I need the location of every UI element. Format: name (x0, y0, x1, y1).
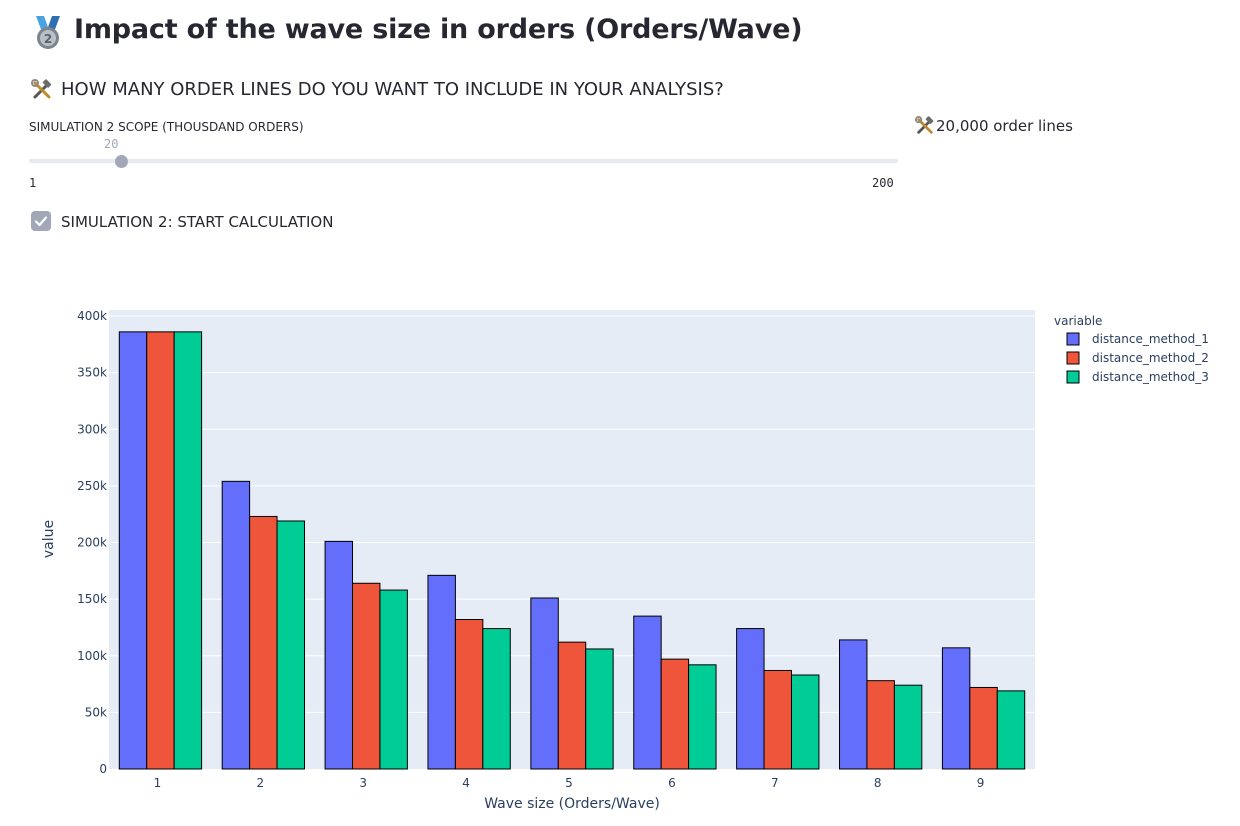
bar-distance-method-2[interactable] (660, 658, 690, 770)
bar-distance-method-3[interactable] (276, 520, 305, 770)
y-tick-label: 100k (77, 649, 107, 663)
bar-distance-method-2[interactable] (352, 582, 381, 770)
scope-slider-track[interactable] (29, 159, 898, 163)
bar-distance-method-3[interactable] (379, 589, 408, 770)
bar-distance-method-3[interactable] (893, 684, 923, 770)
x-tick-label: 8 (874, 776, 882, 790)
bar-distance-method-1[interactable] (427, 574, 456, 770)
legend-item-distance-method-2[interactable]: distance_method_2 (1092, 351, 1209, 365)
y-tick-label: 300k (77, 422, 107, 436)
y-tick-label: 150k (77, 592, 107, 606)
x-tick-label: 7 (771, 776, 779, 790)
bar-distance-method-3[interactable] (790, 674, 820, 770)
y-tick-label: 0 (99, 762, 107, 776)
bar-distance-method-1[interactable] (324, 540, 354, 770)
bar-distance-method-3[interactable] (173, 331, 203, 770)
bar-distance-method-3[interactable] (482, 628, 511, 770)
page-title: Impact of the wave size in orders (Order… (74, 14, 803, 45)
y-axis-title: value (41, 520, 57, 558)
legend-swatch (1066, 351, 1080, 365)
scope-readout: 20,000 order lines (936, 117, 1073, 135)
slider-value: 20 (104, 137, 119, 151)
slider-min: 1 (29, 176, 37, 190)
slider-label: SIMULATION 2 SCOPE (THOUSDAND ORDERS) (29, 120, 304, 134)
bar-distance-method-1[interactable] (530, 597, 559, 770)
bar-distance-method-2[interactable] (454, 619, 484, 770)
bar-distance-method-1[interactable] (839, 639, 868, 770)
bar-distance-method-2[interactable] (146, 331, 175, 770)
hammer-and-wrench-icon (915, 116, 934, 134)
y-tick-label: 50k (85, 705, 107, 719)
x-tick-label: 4 (462, 776, 470, 790)
y-tick-label: 200k (77, 536, 107, 550)
wave-size-bar-chart: 0 50k 100k 150k 200k 250k 300k 350k 400k 1 2 3 4 5 6 7… (41, 309, 1209, 812)
bar-distance-method-2[interactable] (969, 686, 998, 770)
x-tick-label: 5 (565, 776, 573, 790)
scope-slider-thumb[interactable] (115, 155, 129, 168)
bar-distance-method-3[interactable] (585, 648, 614, 770)
bar-distance-method-2[interactable] (763, 669, 792, 770)
x-tick-label: 3 (359, 776, 367, 790)
start-calculation-checkbox[interactable] (31, 211, 51, 231)
legend-swatch (1066, 370, 1080, 384)
bar-distance-method-3[interactable] (688, 664, 717, 770)
x-tick-label: 1 (154, 776, 162, 790)
y-tick-label: 350k (77, 366, 107, 380)
section-heading: HOW MANY ORDER LINES DO YOU WANT TO INCL… (61, 79, 724, 100)
legend-title: variable (1054, 314, 1102, 328)
x-tick-label: 6 (668, 776, 676, 790)
x-tick-label: 2 (257, 776, 265, 790)
bar-distance-method-2[interactable] (249, 515, 278, 770)
bar-distance-method-1[interactable] (118, 331, 148, 770)
bar-distance-method-2[interactable] (866, 680, 895, 770)
svg-text:2: 2 (44, 32, 52, 46)
bar-distance-method-1[interactable] (941, 647, 971, 770)
x-tick-label: 9 (977, 776, 985, 790)
legend-swatch (1066, 332, 1080, 346)
bar-distance-method-1[interactable] (221, 480, 251, 770)
bar-distance-method-2[interactable] (557, 641, 587, 770)
legend-item-distance-method-3[interactable]: distance_method_3 (1092, 370, 1209, 384)
bar-distance-method-1[interactable] (633, 615, 662, 770)
second-place-medal-icon: 2 (36, 16, 60, 49)
y-tick-label: 400k (77, 309, 107, 323)
y-tick-label: 250k (77, 479, 107, 493)
x-axis-title: Wave size (Orders/Wave) (484, 796, 660, 812)
start-calculation-label: SIMULATION 2: START CALCULATION (61, 213, 334, 231)
bar-distance-method-3[interactable] (996, 690, 1026, 770)
checkmark-icon (34, 216, 48, 227)
chart-legend: variable distance_method_1 distance_metho… (1054, 314, 1209, 384)
bar-distance-method-1[interactable] (736, 628, 765, 770)
slider-max: 200 (872, 176, 894, 190)
legend-item-distance-method-1[interactable]: distance_method_1 (1092, 332, 1209, 346)
hammer-and-wrench-icon (31, 79, 52, 99)
